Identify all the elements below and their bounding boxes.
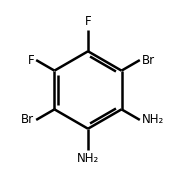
Text: F: F — [85, 15, 91, 28]
Text: Br: Br — [21, 113, 34, 126]
Text: NH₂: NH₂ — [142, 113, 164, 126]
Text: NH₂: NH₂ — [77, 152, 99, 165]
Text: F: F — [27, 54, 34, 67]
Text: Br: Br — [142, 54, 155, 67]
